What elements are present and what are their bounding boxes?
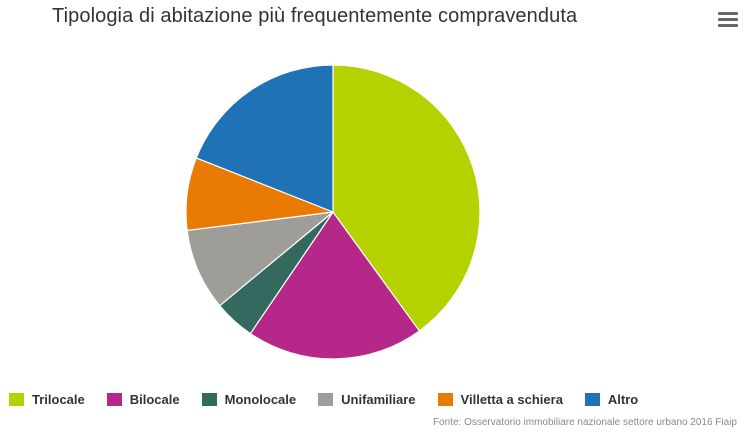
pie-slice-bilocale[interactable]	[249, 211, 420, 360]
legend-item-altro[interactable]: Altro	[584, 391, 639, 407]
legend: Trilocale Bilocale Monolocale Unifamiliare V…	[9, 390, 660, 408]
legend-swatch	[9, 392, 24, 406]
legend-swatch	[106, 392, 122, 406]
legend-item-trilocale[interactable]: Trilocale	[9, 392, 85, 407]
menu-bar	[718, 18, 738, 21]
hamburger-menu-icon[interactable]	[718, 12, 738, 28]
source-credit[interactable]: Fonte: Osservatorio immobiliare nazional…	[432, 417, 737, 428]
legend-label: Bilocale	[129, 391, 180, 407]
pie-slices	[185, 64, 481, 360]
legend-swatch	[584, 392, 600, 406]
legend-item-villetta-a-schiera[interactable]: Villetta a schiera	[437, 391, 563, 407]
pie-chart	[185, 64, 481, 360]
menu-bar	[718, 12, 738, 15]
menu-bar	[718, 24, 738, 27]
legend-item-bilocale[interactable]: Bilocale	[106, 391, 180, 407]
pie-slice-trilocale[interactable]	[332, 64, 481, 332]
legend-swatch	[318, 392, 334, 406]
legend-item-unifamiliare[interactable]: Unifamiliare	[318, 391, 416, 407]
legend-swatch	[437, 392, 453, 406]
legend-swatch	[201, 392, 217, 406]
legend-label: Villetta a schiera	[460, 391, 563, 407]
pie-slice-altro[interactable]	[195, 64, 334, 213]
legend-label: Trilocale	[32, 391, 85, 407]
legend-label: Monolocale	[224, 391, 297, 407]
chart-title: Tipologia di abitazione più frequentemen…	[52, 5, 578, 27]
legend-label: Unifamiliare	[341, 391, 416, 407]
legend-item-monolocale[interactable]: Monolocale	[201, 391, 297, 407]
legend-label: Altro	[607, 391, 639, 407]
pie-slice-unifamiliare[interactable]	[186, 211, 334, 307]
